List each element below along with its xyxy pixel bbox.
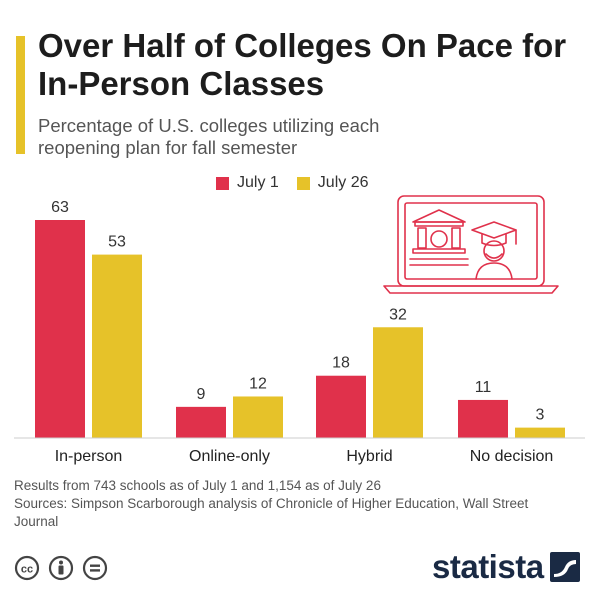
bar-in-person-july-1 <box>35 220 85 438</box>
bar-online-only-july-26 <box>233 396 283 438</box>
chart-legend: July 1 July 26 <box>216 174 387 192</box>
chart-subtitle: Percentage of U.S. colleges utilizing ea… <box>38 115 380 158</box>
title-accent-bar <box>16 36 25 154</box>
bar-in-person-july-26 <box>92 254 142 438</box>
bar-chart: 63 53 In-person 9 12 Online-only 18 32 Hybrid 11 3… <box>14 195 585 465</box>
license-icons: cc <box>14 555 108 581</box>
bar-no-decision-july-1 <box>458 399 508 438</box>
svg-text:cc: cc <box>21 564 33 576</box>
legend-swatch-july26 <box>296 176 310 190</box>
legend-label-july1: July 1 <box>237 174 279 191</box>
chart-title: Over Half of Colleges On Pace for In-Per… <box>38 27 567 102</box>
bar-group: 63 53 In-person 9 12 Online-only 18 32 Hybrid 11 3… <box>35 199 565 465</box>
logo-text: statista <box>432 548 544 585</box>
data-label-in-person-july-26: 53 <box>108 234 126 251</box>
bar-online-only-july-1 <box>176 406 226 438</box>
statista-logo-icon <box>549 552 580 582</box>
footnote-note: Results from 743 schools as of July 1 an… <box>14 478 381 493</box>
bar-no-decision-july-26 <box>515 427 565 438</box>
category-label-hybrid: Hybrid <box>346 448 392 465</box>
data-label-no-decision-july-1: 11 <box>475 379 492 396</box>
data-label-in-person-july-1: 63 <box>51 199 69 216</box>
data-label-hybrid-july-1: 18 <box>332 355 350 372</box>
creative-commons-icon[interactable]: cc <box>14 555 40 581</box>
legend-label-july26: July 26 <box>317 174 369 191</box>
data-label-online-only-july-1: 9 <box>197 386 206 403</box>
attribution-icon[interactable] <box>48 555 74 581</box>
legend-item-july1: July 1 <box>216 174 279 192</box>
legend-swatch-july1 <box>216 176 229 190</box>
data-label-online-only-july-26: 12 <box>249 375 267 392</box>
category-label-online-only: Online-only <box>189 448 270 465</box>
data-label-no-decision-july-26: 3 <box>536 407 545 424</box>
no-derivatives-icon[interactable] <box>82 555 108 581</box>
category-label-no-decision: No decision <box>470 448 554 465</box>
statista-logo[interactable]: statista <box>432 548 580 586</box>
bar-hybrid-july-1 <box>316 375 366 438</box>
category-label-in-person: In-person <box>55 448 123 465</box>
footnote-sources: Sources: Simpson Scarborough analysis of… <box>14 496 529 529</box>
laptop-illustration-icon <box>383 195 559 294</box>
chart-footnote: Results from 743 schools as of July 1 an… <box>14 477 574 531</box>
legend-item-july26: July 26 <box>296 174 369 192</box>
bar-hybrid-july-26 <box>373 327 423 438</box>
data-label-hybrid-july-26: 32 <box>389 306 407 323</box>
